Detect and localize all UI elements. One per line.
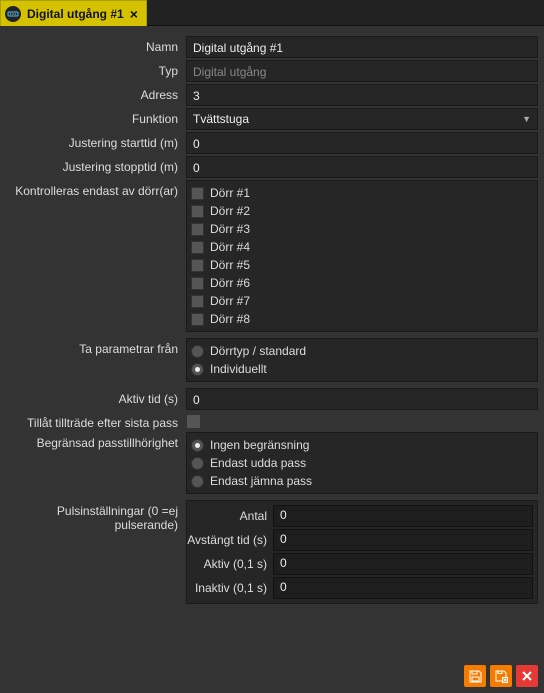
door-item[interactable]: Dörr #5 [191, 256, 533, 274]
door-item[interactable]: Dörr #3 [191, 220, 533, 238]
label-funktion: Funktion [6, 108, 186, 126]
input-adress[interactable]: 3 [186, 84, 538, 106]
begrans-option[interactable]: Ingen begränsning [191, 436, 533, 454]
form: Namn Digital utgång #1 Typ Digital utgån… [0, 26, 544, 612]
door-item[interactable]: Dörr #2 [191, 202, 533, 220]
param-option[interactable]: Individuellt [191, 360, 533, 378]
door-item[interactable]: Dörr #4 [191, 238, 533, 256]
close-icon [521, 670, 533, 682]
checkbox-icon [191, 241, 204, 254]
label-aktiv: Aktiv (0,1 s) [187, 557, 273, 571]
checkbox-icon [191, 205, 204, 218]
select-funktion-value: Tvättstuga [193, 110, 249, 128]
input-aktiv[interactable]: 0 [273, 553, 533, 575]
checkbox-icon [191, 259, 204, 272]
param-option[interactable]: Dörrtyp / standard [191, 342, 533, 360]
door-item[interactable]: Dörr #6 [191, 274, 533, 292]
save-close-button[interactable] [490, 665, 512, 687]
param-radiolist: Dörrtyp / standard Individuellt [186, 338, 538, 382]
select-funktion[interactable]: Tvättstuga ▼ [186, 108, 538, 130]
label-just-start: Justering starttid (m) [6, 132, 186, 150]
begrans-label: Endast jämna pass [210, 474, 312, 488]
label-param: Ta parametrar från [6, 338, 186, 356]
label-aktivtid: Aktiv tid (s) [6, 388, 186, 406]
door-item[interactable]: Dörr #7 [191, 292, 533, 310]
chevron-down-icon: ▼ [522, 110, 531, 128]
label-typ: Typ [6, 60, 186, 78]
label-just-stop: Justering stopptid (m) [6, 156, 186, 174]
door-label: Dörr #6 [210, 276, 250, 290]
label-tillat: Tillåt tillträde efter sista pass [6, 412, 186, 430]
door-label: Dörr #5 [210, 258, 250, 272]
begrans-option[interactable]: Endast udda pass [191, 454, 533, 472]
checkbox-icon [191, 295, 204, 308]
close-icon[interactable]: × [130, 6, 138, 22]
label-inaktiv: Inaktiv (0,1 s) [187, 581, 273, 595]
tab-active[interactable]: Digital utgång #1 × [0, 0, 147, 26]
footer-buttons [464, 665, 538, 687]
begrans-label: Endast udda pass [210, 456, 306, 470]
checkbox-icon [191, 313, 204, 326]
begrans-label: Ingen begränsning [210, 438, 309, 452]
radio-icon [191, 363, 204, 376]
checkbox-icon [191, 187, 204, 200]
label-begrans: Begränsad passtillhörighet [6, 432, 186, 450]
param-label: Individuellt [210, 362, 267, 376]
input-avstangt[interactable]: 0 [273, 529, 533, 551]
puls-group: Antal 0 Avstängt tid (s) 0 Aktiv (0,1 s)… [186, 500, 538, 604]
tab-bar: Digital utgång #1 × [0, 0, 544, 26]
door-item[interactable]: Dörr #1 [191, 184, 533, 202]
radio-icon [191, 457, 204, 470]
radio-icon [191, 475, 204, 488]
label-kontroll: Kontrolleras endast av dörr(ar) [6, 180, 186, 198]
save-close-icon [495, 670, 508, 683]
label-adress: Adress [6, 84, 186, 102]
save-icon [469, 670, 482, 683]
door-label: Dörr #8 [210, 312, 250, 326]
checkbox-icon [191, 223, 204, 236]
begrans-radiolist: Ingen begränsning Endast udda pass Endast … [186, 432, 538, 494]
input-namn[interactable]: Digital utgång #1 [186, 36, 538, 58]
door-item[interactable]: Dörr #8 [191, 310, 533, 328]
door-label: Dörr #3 [210, 222, 250, 236]
label-puls: Pulsinställningar (0 =ej pulserande) [6, 500, 186, 532]
tab-title: Digital utgång #1 [27, 7, 124, 21]
radio-icon [191, 439, 204, 452]
param-label: Dörrtyp / standard [210, 344, 306, 358]
door-label: Dörr #7 [210, 294, 250, 308]
door-checklist: Dörr #1 Dörr #2 Dörr #3 Dörr #4 Dörr #5 Dörr … [186, 180, 538, 332]
begrans-option[interactable]: Endast jämna pass [191, 472, 533, 490]
input-antal[interactable]: 0 [273, 505, 533, 527]
input-typ: Digital utgång [186, 60, 538, 82]
checkbox-tillat[interactable] [186, 414, 201, 429]
cancel-button[interactable] [516, 665, 538, 687]
input-inaktiv[interactable]: 0 [273, 577, 533, 599]
input-just-stop[interactable]: 0 [186, 156, 538, 178]
module-icon [5, 6, 21, 22]
input-just-start[interactable]: 0 [186, 132, 538, 154]
door-label: Dörr #1 [210, 186, 250, 200]
label-antal: Antal [187, 509, 273, 523]
door-label: Dörr #4 [210, 240, 250, 254]
door-label: Dörr #2 [210, 204, 250, 218]
checkbox-icon [191, 277, 204, 290]
save-button[interactable] [464, 665, 486, 687]
input-aktivtid[interactable]: 0 [186, 388, 538, 410]
radio-icon [191, 345, 204, 358]
label-avstangt: Avstängt tid (s) [187, 533, 273, 547]
label-namn: Namn [6, 36, 186, 54]
